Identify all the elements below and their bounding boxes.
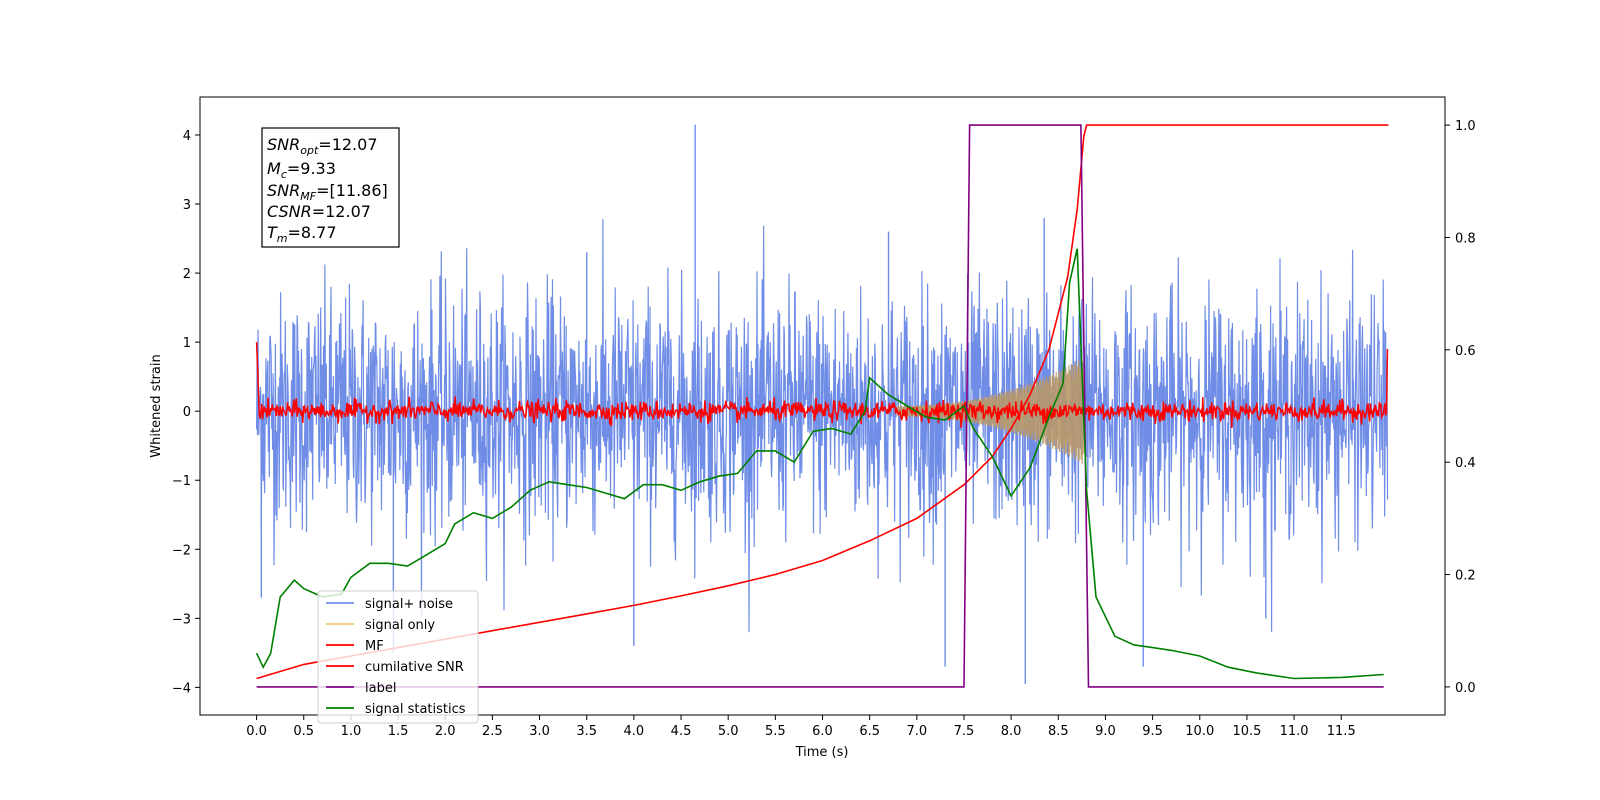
x-tick-label: 5.0 bbox=[718, 724, 739, 739]
y-right-tick-label: 0.8 bbox=[1455, 231, 1476, 246]
x-tick-label: 6.0 bbox=[812, 724, 833, 739]
x-tick-label: 3.5 bbox=[576, 724, 597, 739]
y-tick-label: −4 bbox=[172, 681, 191, 696]
info-snr-opt: SNRopt=12.07 bbox=[267, 135, 378, 157]
x-tick-label: 0.0 bbox=[246, 724, 267, 739]
series-signal-statistics bbox=[255, 248, 1384, 680]
x-tick-label: 9.0 bbox=[1095, 724, 1116, 739]
legend-frame bbox=[317, 590, 479, 724]
series-label bbox=[256, 124, 1384, 688]
y-tick-label: 0 bbox=[183, 405, 191, 420]
y-right-tick-label: 1.0 bbox=[1455, 119, 1476, 134]
series-mf bbox=[255, 342, 1389, 429]
x-tick-label: 7.0 bbox=[906, 724, 927, 739]
x-tick-label: 11.0 bbox=[1280, 724, 1309, 739]
info-csnr: CSNR=12.07 bbox=[267, 202, 371, 221]
x-axis-label: Time (s) bbox=[795, 745, 849, 760]
info-box: SNRopt=12.07 Mc=9.33 SNRMF=[11.86] CSNR=… bbox=[261, 127, 400, 248]
y-axis-label: Whitened strain bbox=[149, 354, 164, 457]
legend-label: signal+ noise bbox=[365, 597, 453, 612]
y-tick-label: 3 bbox=[183, 198, 191, 213]
legend-label: signal statistics bbox=[365, 702, 466, 717]
x-tick-label: 3.0 bbox=[529, 724, 550, 739]
y-right-tick-label: 0.4 bbox=[1455, 456, 1476, 471]
x-tick-label: 7.5 bbox=[954, 724, 975, 739]
x-tick-label: 1.5 bbox=[388, 724, 409, 739]
y-tick-label: −1 bbox=[172, 474, 191, 489]
y-right-tick-label: 0.2 bbox=[1455, 569, 1476, 584]
x-tick-label: 5.5 bbox=[765, 724, 786, 739]
x-tick-label: 1.0 bbox=[341, 724, 362, 739]
x-tick-label: 8.0 bbox=[1001, 724, 1022, 739]
info-mc: Mc=9.33 bbox=[267, 159, 336, 181]
legend: signal+ noise signal only MF cumilative SNR… bbox=[317, 590, 479, 724]
x-tick-label: 4.5 bbox=[671, 724, 692, 739]
y-tick-label: 2 bbox=[183, 267, 191, 282]
info-tm: Tm=8.77 bbox=[267, 223, 337, 245]
x-tick-label: 8.5 bbox=[1048, 724, 1069, 739]
x-tick-label: 10.5 bbox=[1232, 724, 1261, 739]
x-tick-label: 0.5 bbox=[293, 724, 314, 739]
x-tick-label: 10.0 bbox=[1185, 724, 1214, 739]
info-box-frame bbox=[261, 127, 400, 248]
info-snr-mf: SNRMF=[11.86] bbox=[267, 181, 388, 203]
y-tick-label: 4 bbox=[183, 129, 191, 144]
x-tick-label: 2.0 bbox=[435, 724, 456, 739]
y-right-tick-label: 0.0 bbox=[1455, 681, 1476, 696]
x-tick-label: 4.0 bbox=[624, 724, 645, 739]
y-tick-label: 1 bbox=[183, 336, 191, 351]
x-tick-label: 9.5 bbox=[1142, 724, 1163, 739]
legend-label: MF bbox=[365, 639, 384, 654]
x-tick-label: 2.5 bbox=[482, 724, 503, 739]
legend-label: label bbox=[365, 681, 396, 696]
x-tick-label: 6.5 bbox=[859, 724, 880, 739]
y-tick-label: −2 bbox=[172, 543, 191, 558]
y-right-tick-label: 0.6 bbox=[1455, 344, 1476, 359]
x-tick-label: 11.5 bbox=[1327, 724, 1356, 739]
legend-label: cumilative SNR bbox=[365, 660, 464, 675]
legend-label: signal only bbox=[365, 618, 435, 633]
y-tick-label: −3 bbox=[172, 612, 191, 627]
